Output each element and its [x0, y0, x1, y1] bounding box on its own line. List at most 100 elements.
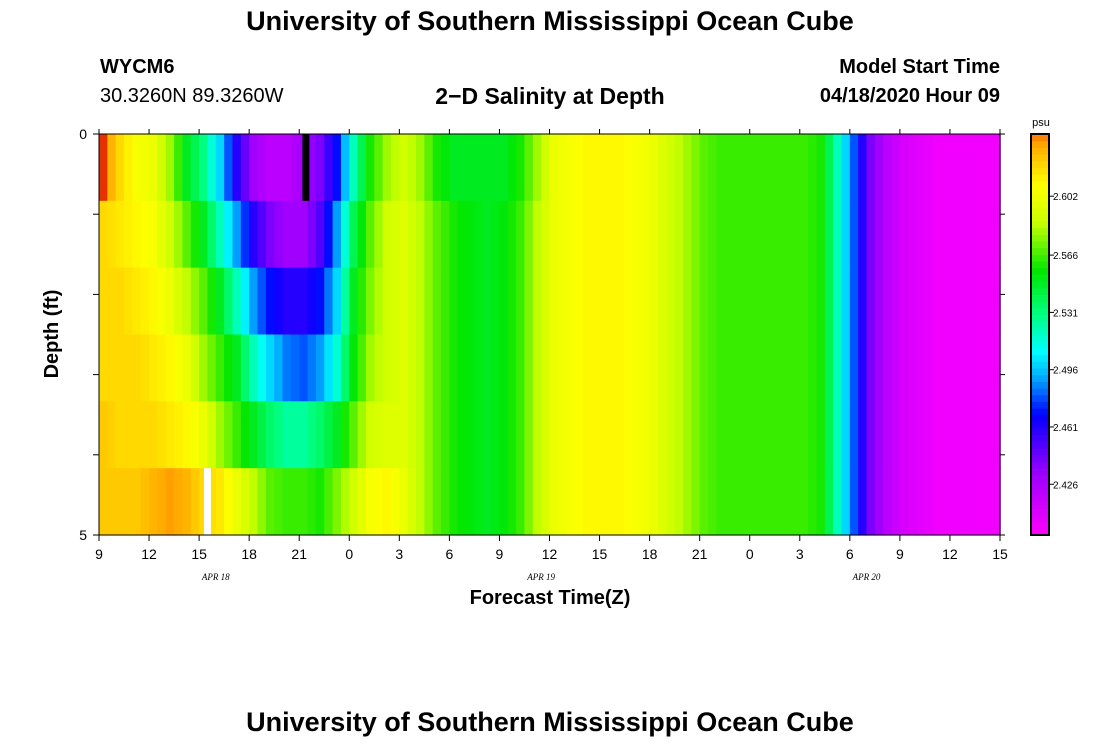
heatmap-cell	[691, 468, 701, 536]
heatmap-cell	[566, 200, 576, 269]
heatmap-cell	[190, 267, 200, 336]
heatmap-cell	[749, 134, 759, 202]
heatmap-cell	[499, 401, 509, 469]
heatmap-cell	[783, 401, 793, 469]
heatmap-cell	[883, 267, 893, 336]
heatmap-cell	[566, 334, 576, 402]
heatmap-cell	[599, 134, 609, 202]
heatmap-cell	[849, 134, 859, 202]
heatmap-cell	[265, 334, 275, 402]
heatmap-cell	[574, 334, 584, 402]
heatmap-cell	[607, 200, 617, 269]
colorbar-segment	[1031, 174, 1049, 182]
colorbar-segment	[1031, 314, 1049, 322]
heatmap-cell	[449, 468, 459, 536]
heatmap-cell	[140, 134, 150, 202]
heatmap-cell	[165, 200, 175, 269]
heatmap-cell	[874, 468, 884, 536]
heatmap-cell	[315, 468, 325, 536]
heatmap-cell	[174, 267, 184, 336]
heatmap-cell	[741, 267, 751, 336]
colorbar-segment	[1031, 468, 1049, 476]
heatmap-cell	[374, 267, 384, 336]
heatmap-cell	[741, 468, 751, 536]
heatmap-cell	[941, 468, 951, 536]
heatmap-cell	[299, 401, 309, 469]
heatmap-cell	[557, 267, 567, 336]
x-date-label: APR 18	[201, 572, 230, 582]
heatmap-cell	[374, 134, 384, 202]
heatmap-cell	[582, 200, 592, 269]
heatmap-cell	[841, 134, 851, 202]
heatmap-cell	[966, 468, 976, 536]
heatmap-cell	[674, 401, 684, 469]
heatmap-cell	[724, 401, 734, 469]
x-axis: 9 12 15 18 21 0 3 6 9 12 15 18 21 0 3 6 9 12 15 APR 18 APR 1…	[95, 129, 1008, 582]
heatmap-cell	[182, 401, 192, 469]
heatmap-cell	[916, 200, 926, 269]
colorbar-segment	[1031, 301, 1049, 309]
x-tick-label: 6	[846, 546, 854, 562]
heatmap-cell	[674, 134, 684, 202]
heatmap-cell	[215, 468, 225, 536]
heatmap-cell	[699, 468, 709, 536]
heatmap-cell	[541, 200, 551, 269]
heatmap-cell	[265, 200, 275, 269]
colorbar-unit: psu	[1032, 117, 1050, 129]
heatmap-cell	[265, 134, 275, 202]
heatmap-cell	[140, 200, 150, 269]
heatmap-cell	[699, 267, 709, 336]
heatmap-cell	[741, 334, 751, 402]
heatmap-cell	[574, 468, 584, 536]
heatmap-cell	[808, 267, 818, 336]
heatmap-cell	[382, 401, 392, 469]
heatmap-cell	[766, 334, 776, 402]
heatmap-cell	[616, 334, 626, 402]
heatmap-cell	[499, 200, 509, 269]
heatmap-cell	[924, 134, 934, 202]
heatmap-cell	[432, 200, 442, 269]
heatmap-cell	[766, 468, 776, 536]
heatmap-cell	[307, 468, 317, 536]
heatmap-cell	[733, 267, 742, 336]
heatmap-cell	[566, 134, 576, 202]
heatmap-cell	[624, 200, 634, 269]
heatmap-cell	[307, 200, 317, 269]
x-tick-label: 0	[746, 546, 754, 562]
colorbar-gradient	[1031, 134, 1049, 536]
heatmap-cell	[290, 334, 300, 402]
heatmap-cell	[457, 468, 467, 536]
heatmap-cell	[99, 468, 108, 536]
heatmap-cell	[524, 200, 534, 269]
heatmap-cell	[182, 134, 192, 202]
colorbar-segment	[1031, 394, 1049, 402]
heatmap-cell	[716, 134, 726, 202]
heatmap-cell	[924, 401, 934, 469]
heatmap-cell	[758, 468, 767, 536]
heatmap-cell	[499, 134, 509, 202]
x-tick-label: 15	[191, 546, 207, 562]
heatmap-cell	[474, 334, 484, 402]
heatmap-cell	[532, 267, 542, 336]
heatmap-cell	[332, 134, 342, 202]
heatmap-cell	[816, 468, 826, 536]
heatmap-cell	[908, 401, 918, 469]
heatmap-cell	[816, 267, 826, 336]
heatmap-cell	[774, 200, 784, 269]
heatmap-cell	[365, 401, 375, 469]
heatmap-cell	[441, 334, 450, 402]
heatmap-cell	[140, 468, 150, 536]
heatmap-cell	[674, 267, 684, 336]
heatmap-cell	[182, 200, 192, 269]
heatmap-cell	[682, 401, 692, 469]
heatmap-cell	[157, 134, 167, 202]
heatmap-cell	[224, 267, 234, 336]
heatmap-cell	[390, 267, 400, 336]
heatmap-cell	[582, 468, 592, 536]
heatmap-cell	[274, 134, 284, 202]
heatmap-cell	[257, 401, 267, 469]
heatmap-cell	[916, 134, 926, 202]
heatmap-cell	[708, 134, 717, 202]
heatmap-cell	[733, 334, 742, 402]
heatmap-cell	[908, 200, 918, 269]
